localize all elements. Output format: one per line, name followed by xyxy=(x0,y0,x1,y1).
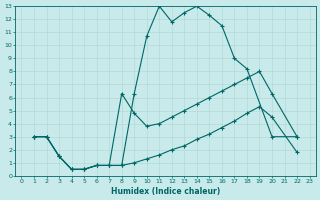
X-axis label: Humidex (Indice chaleur): Humidex (Indice chaleur) xyxy=(111,187,220,196)
